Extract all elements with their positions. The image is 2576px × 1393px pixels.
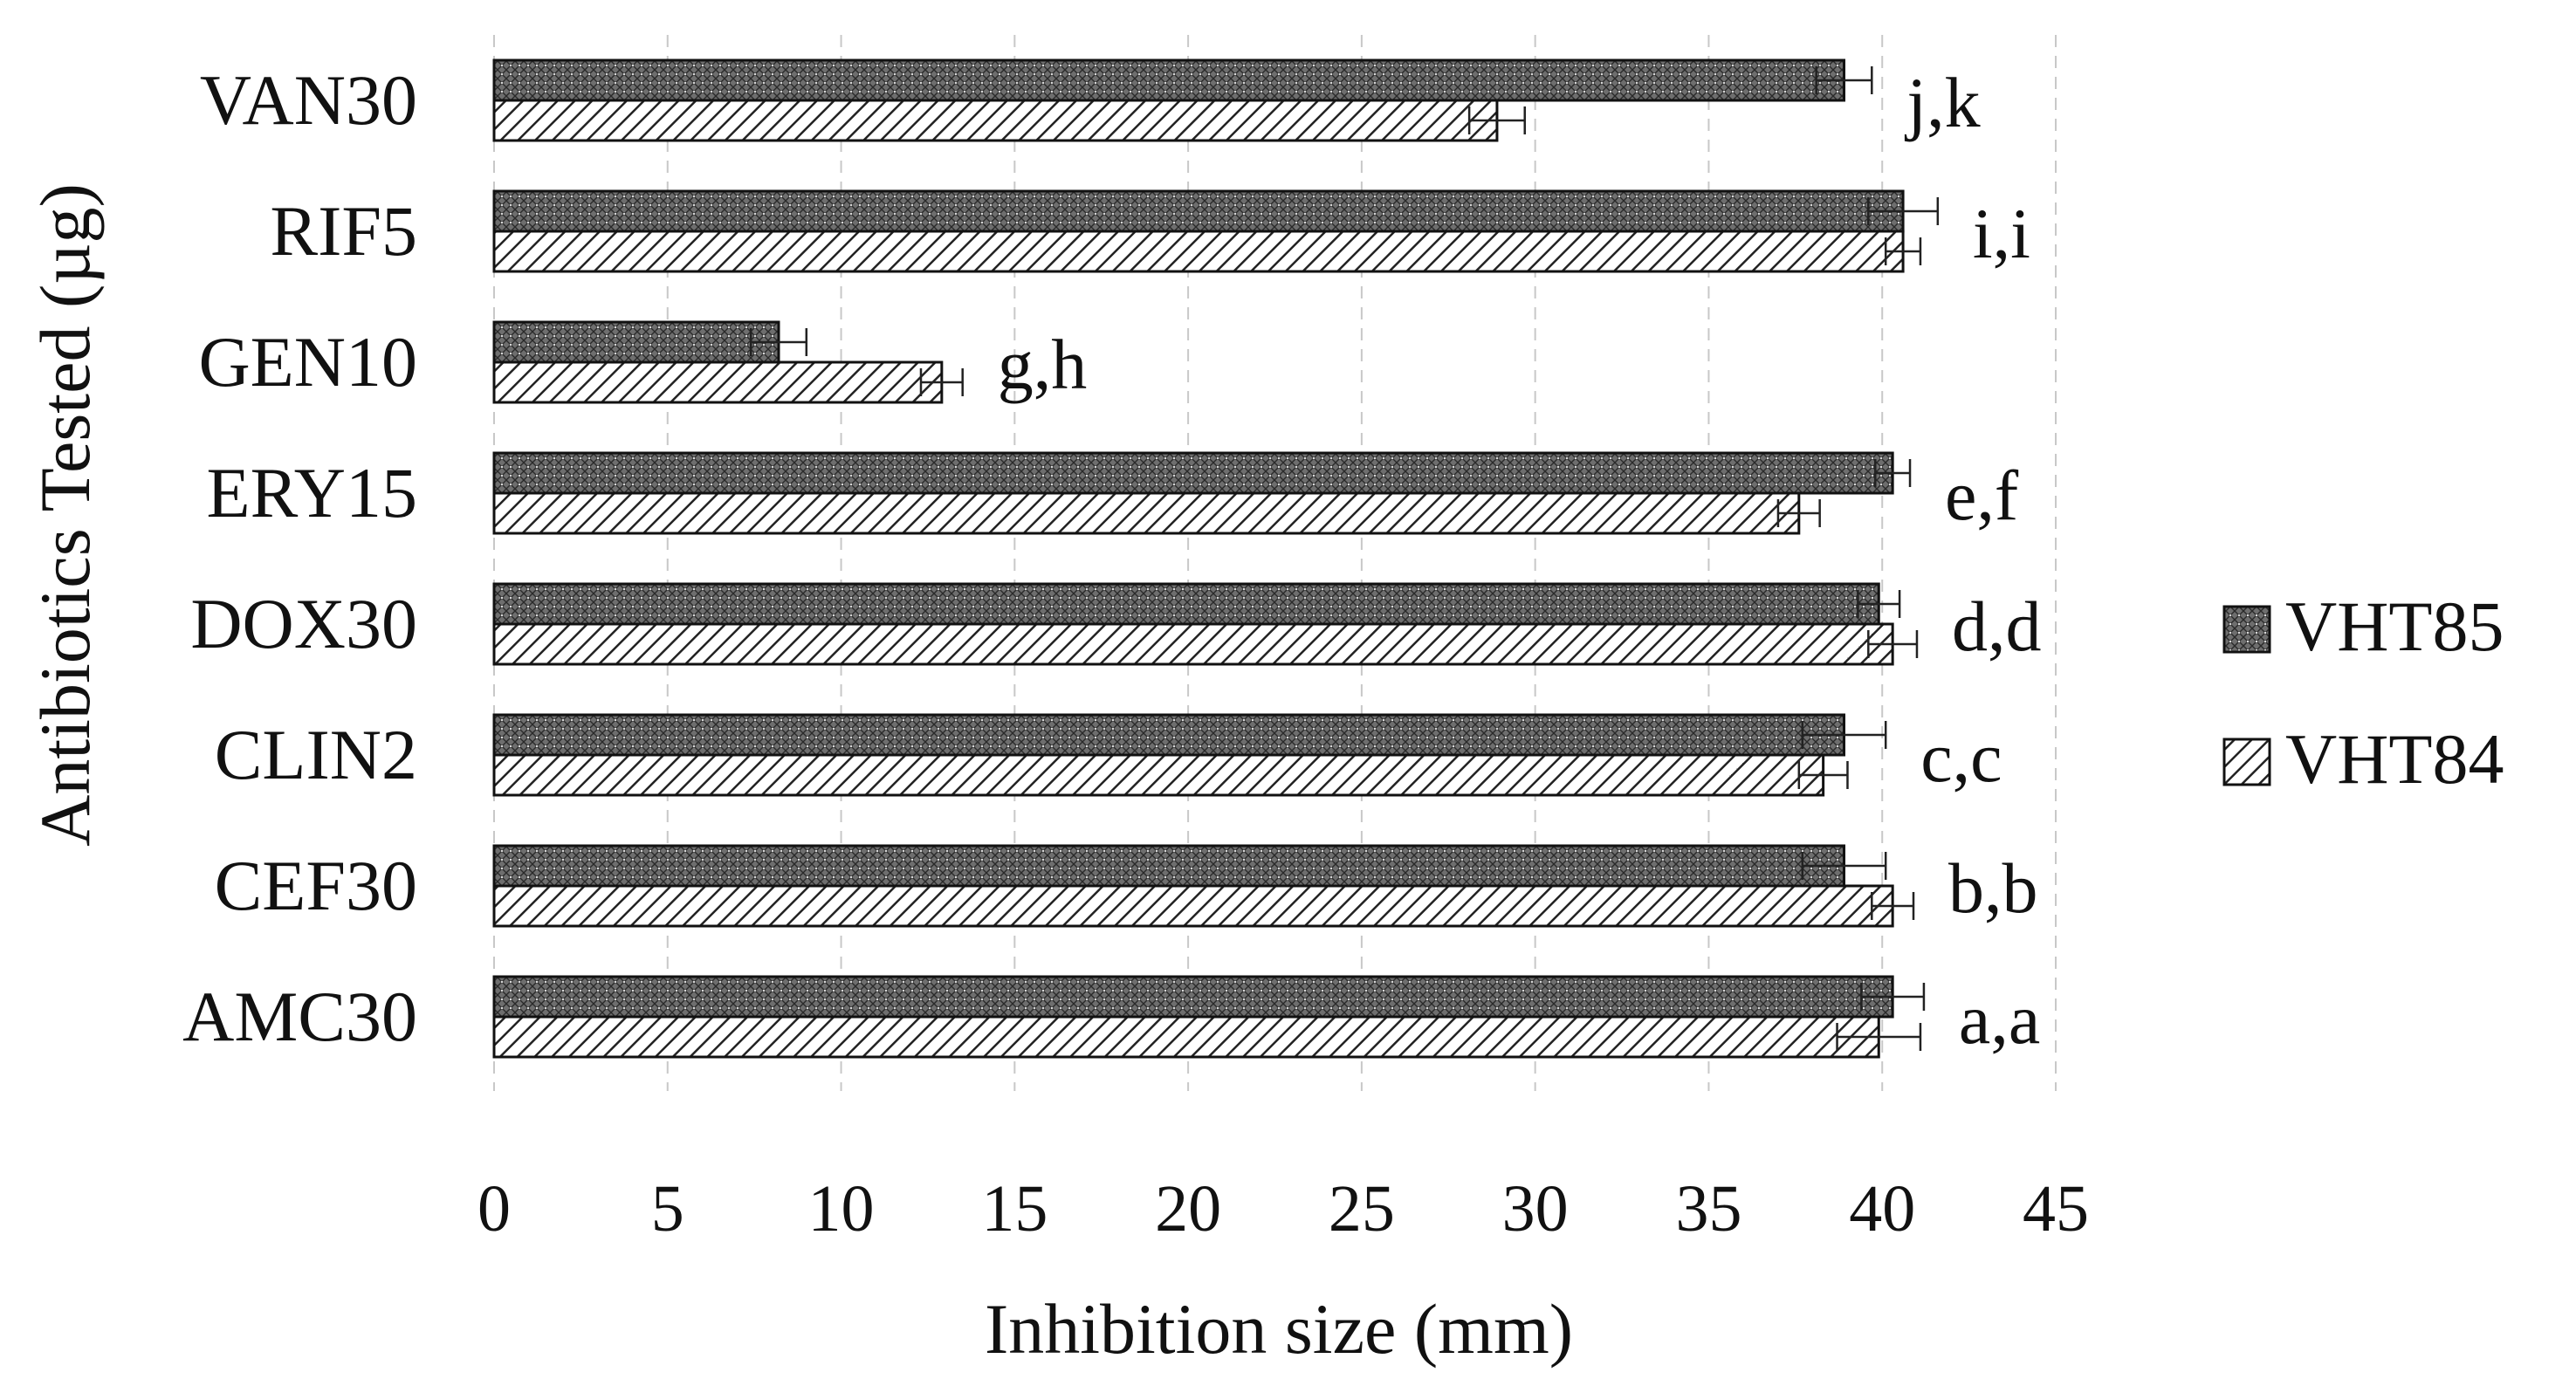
category-label: GEN10 — [198, 322, 417, 401]
bar-vht84 — [492, 230, 1905, 273]
y-axis-title-group: Antibiotics Tested (µg) — [25, 183, 105, 847]
x-tick-label: 30 — [1502, 1172, 1569, 1245]
significance-labels: a,a b,b c,c d,d e,f g,h i,i j,k — [998, 63, 2042, 1059]
bar-vht84 — [492, 99, 1499, 142]
significance-label: i,i — [1973, 194, 2030, 273]
significance-label: a,a — [1959, 979, 2040, 1059]
bar-vht85 — [492, 189, 1905, 233]
y-axis-title: Antibiotics Tested (µg) — [25, 183, 105, 847]
x-tick-label: 15 — [981, 1172, 1048, 1245]
legend-label: VHT85 — [2285, 587, 2504, 666]
category-label: CLIN2 — [215, 715, 417, 794]
x-tick-label: 5 — [651, 1172, 684, 1245]
x-tick-label: 10 — [808, 1172, 875, 1245]
legend-swatch-vht84 — [2222, 738, 2271, 786]
significance-label: d,d — [1952, 587, 2042, 666]
x-tick-label: 40 — [1849, 1172, 1915, 1245]
category-label: ERY15 — [207, 453, 417, 532]
bar-vht84 — [492, 1015, 1880, 1059]
x-tick-label: 0 — [477, 1172, 511, 1245]
category-label: DOX30 — [190, 584, 417, 663]
bars — [492, 58, 1905, 1059]
legend-label: VHT84 — [2285, 719, 2504, 799]
error-bars — [749, 66, 1940, 1051]
significance-label: e,f — [1945, 456, 2019, 535]
significance-label: j,k — [1904, 63, 1980, 142]
category-label: RIF5 — [270, 191, 417, 271]
bar-vht85 — [492, 713, 1845, 757]
x-tick-labels: 0 5 10 15 20 25 30 35 40 45 — [477, 1172, 2089, 1245]
legend-swatch-vht85 — [2222, 605, 2271, 654]
significance-label: g,h — [998, 325, 1088, 404]
bar-vht85 — [492, 320, 780, 364]
bar-vht85 — [492, 844, 1845, 888]
significance-label: c,c — [1920, 717, 2002, 797]
x-tick-label: 20 — [1155, 1172, 1221, 1245]
bar-vht84 — [492, 491, 1801, 535]
bar-vht84 — [492, 360, 944, 404]
category-label: CEF30 — [215, 846, 417, 925]
bar-vht85 — [492, 975, 1894, 1019]
bar-vht85 — [492, 582, 1880, 626]
bar-vht84 — [492, 753, 1825, 797]
x-tick-label: 45 — [2023, 1172, 2089, 1245]
x-axis-title: Inhibition size (mm) — [985, 1289, 1573, 1369]
bar-vht84 — [492, 884, 1894, 928]
bar-vht85 — [492, 58, 1845, 102]
legend: VHT85 VHT84 — [2222, 587, 2504, 799]
category-label: AMC30 — [182, 977, 417, 1056]
x-tick-label: 35 — [1675, 1172, 1741, 1245]
bar-vht85 — [492, 451, 1894, 495]
significance-label: b,b — [1948, 848, 2038, 928]
x-tick-label: 25 — [1329, 1172, 1395, 1245]
bar-vht84 — [492, 622, 1894, 666]
category-labels: AMC30 CEF30 CLIN2 DOX30 ERY15 GEN10 RIF5 VAN30 — [182, 60, 417, 1056]
category-label: VAN30 — [200, 60, 417, 140]
